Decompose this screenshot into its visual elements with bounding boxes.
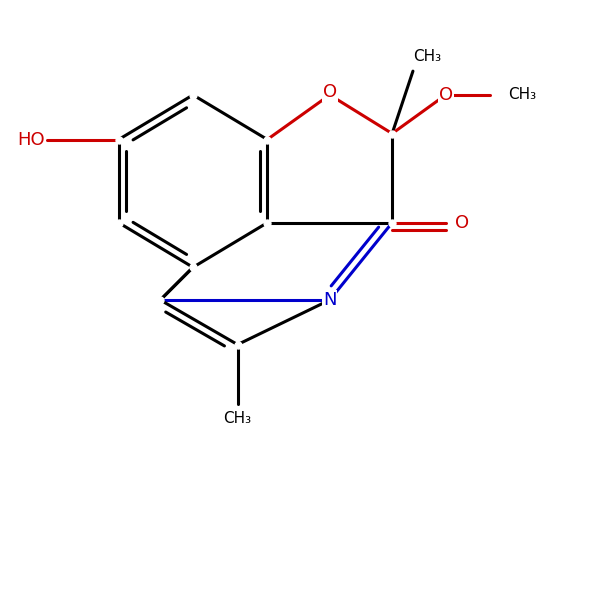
Text: CH₃: CH₃: [413, 49, 441, 64]
Text: CH₃: CH₃: [508, 88, 536, 103]
Text: N: N: [323, 291, 337, 309]
Text: O: O: [439, 86, 453, 104]
Text: HO: HO: [17, 131, 44, 149]
Text: O: O: [323, 83, 337, 101]
Text: CH₃: CH₃: [224, 412, 251, 427]
Text: O: O: [455, 214, 469, 232]
